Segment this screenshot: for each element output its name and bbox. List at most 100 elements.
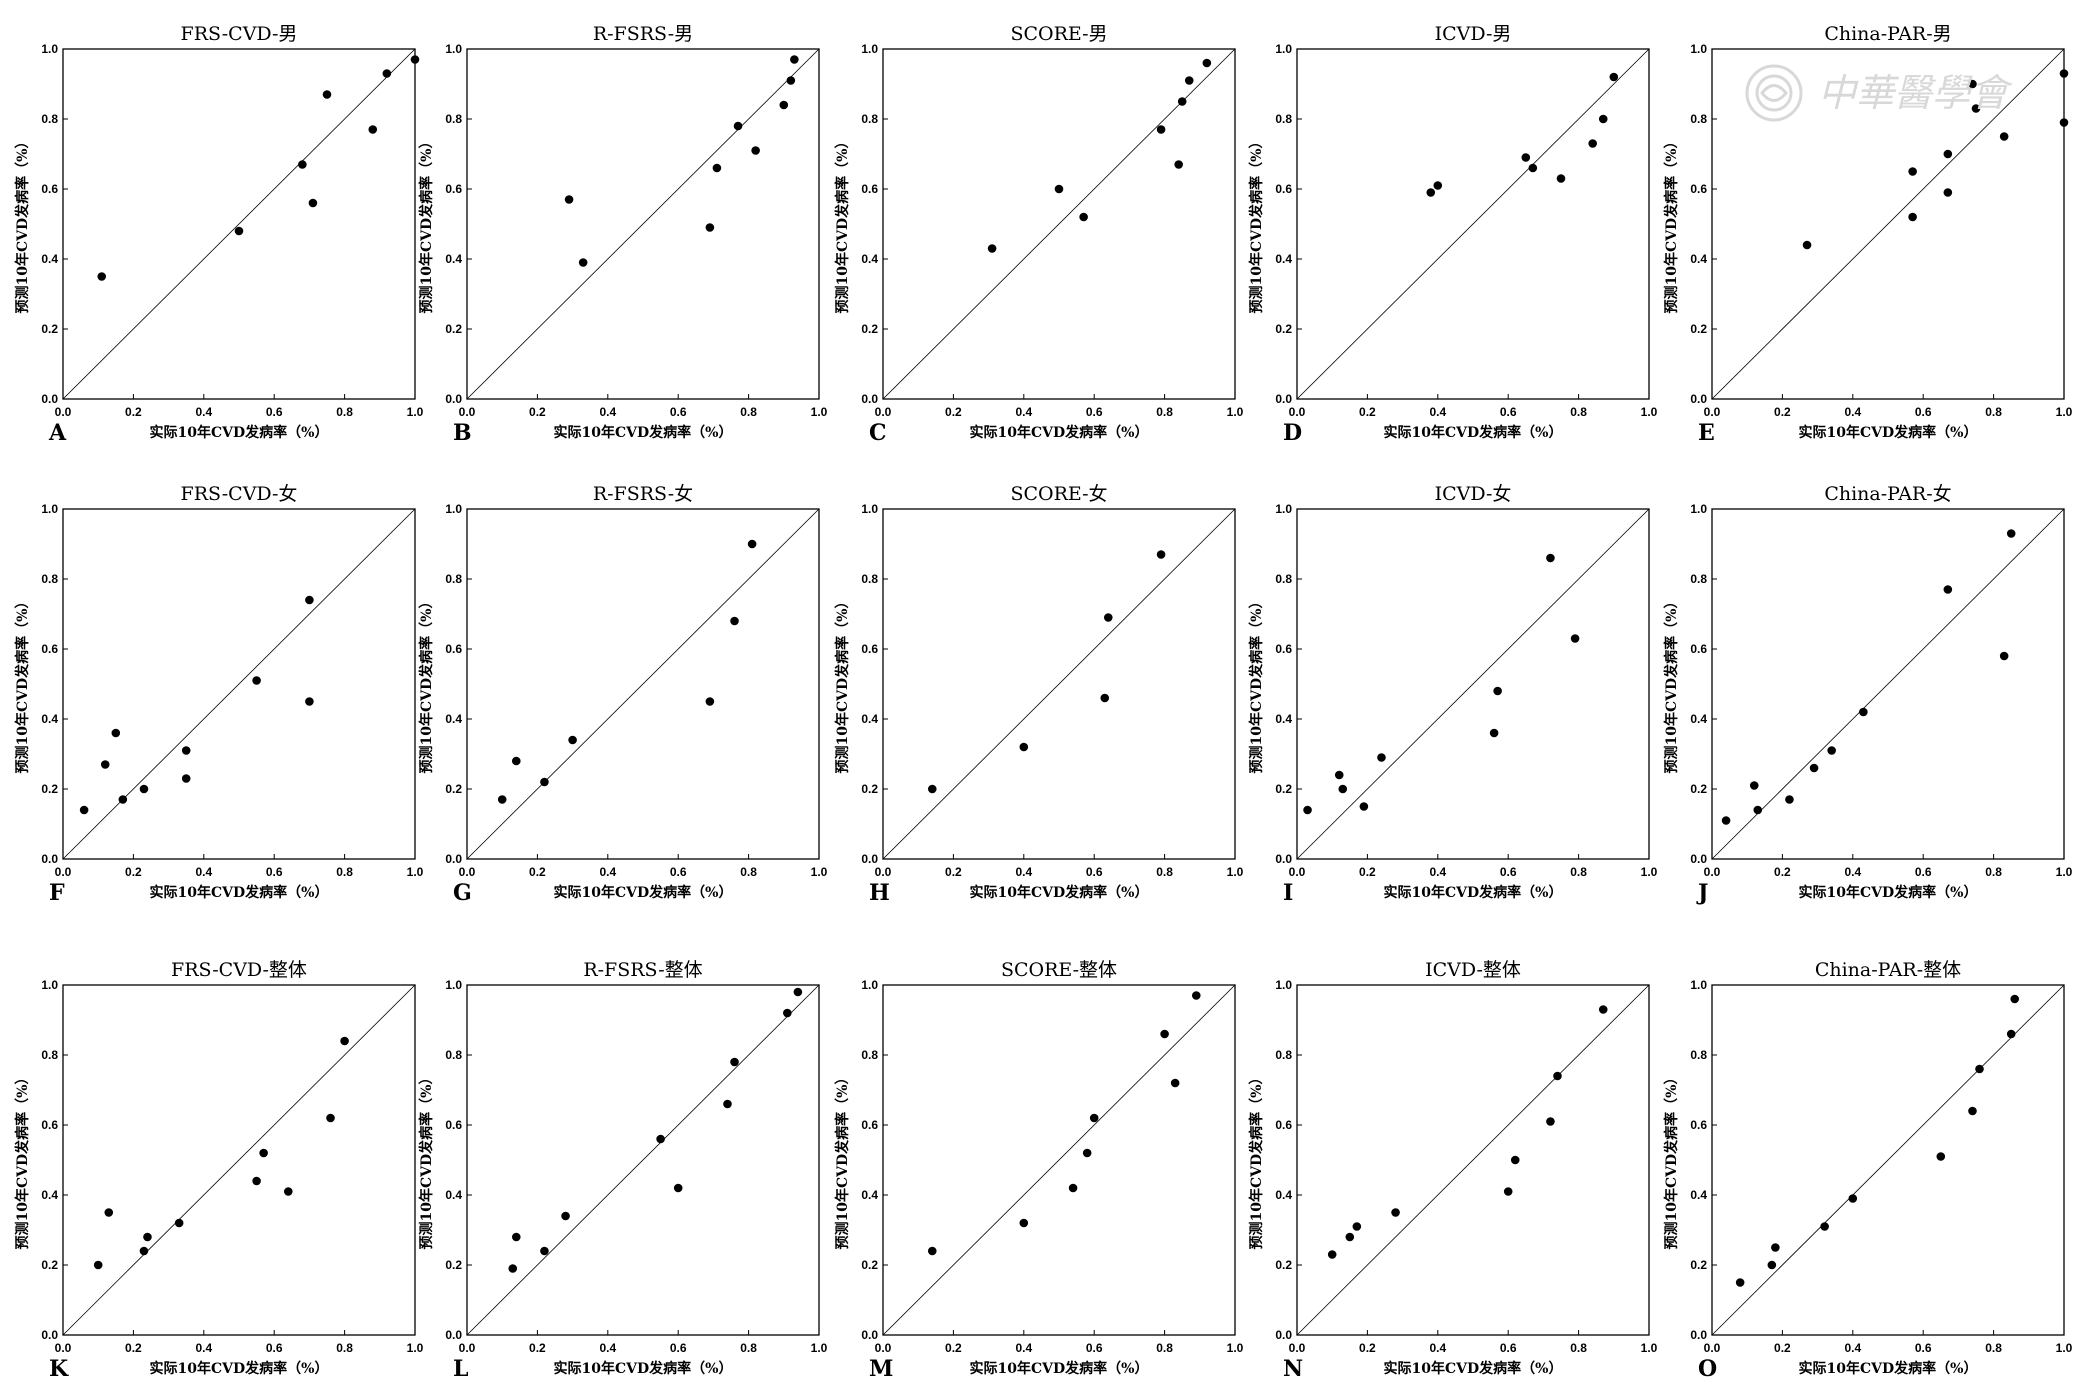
x-tick-label: 1.0	[407, 865, 424, 879]
data-point	[1068, 1183, 1078, 1193]
y-tick-label: 0.0	[445, 392, 462, 406]
x-tick-label: 0.4	[1844, 405, 1861, 419]
x-tick-label: 0.8	[1156, 865, 1173, 879]
panel-letter: M	[869, 1356, 893, 1382]
panel-letter: A	[48, 420, 67, 446]
data-point	[779, 100, 789, 110]
y-tick-label: 0.2	[1690, 322, 1707, 336]
panel-title: ICVD-整体	[1425, 959, 1521, 981]
y-tick-label: 0.4	[1275, 712, 1292, 726]
watermark-logo: 中華醫學會	[1745, 64, 2013, 122]
x-tick-label: 0.2	[945, 865, 962, 879]
y-tick-label: 0.8	[445, 112, 462, 126]
x-tick-label: 0.0	[55, 405, 72, 419]
panel-title: China-PAR-男	[1824, 23, 1951, 45]
data-point	[1433, 181, 1443, 190]
y-tick-label: 0.6	[1275, 642, 1292, 656]
panel-e: 0.0 0.2 0.4 0.6 0.8 1.0 0.0 0.2 0.4 0.6 0.8 1.0 Chin…	[1663, 23, 2073, 446]
data-point	[1426, 188, 1436, 197]
data-point	[252, 676, 261, 685]
x-tick-label: 1.0	[1641, 405, 1658, 419]
x-axis-label: 实际10年CVD发病率（%）	[970, 424, 1149, 441]
panel-letter: I	[1283, 880, 1293, 906]
data-point	[1968, 1106, 1977, 1116]
data-point	[1528, 163, 1538, 173]
y-tick-label: 0.4	[861, 712, 878, 726]
y-tick-label: 0.2	[1690, 782, 1707, 796]
y-axis-label: 预测10年CVD发病率（%）	[418, 595, 435, 774]
x-tick-label: 0.2	[1774, 1341, 1791, 1355]
x-tick-label: 0.0	[459, 405, 476, 419]
data-point	[656, 1134, 665, 1144]
x-tick-label: 0.2	[1774, 405, 1791, 419]
reference-diagonal-line	[1711, 48, 2065, 400]
data-point	[1753, 805, 1763, 815]
data-point	[497, 795, 507, 804]
x-tick-label: 0.8	[1985, 405, 2002, 419]
reference-diagonal-line	[466, 984, 820, 1336]
x-tick-label: 0.6	[1086, 865, 1103, 879]
data-point	[1170, 1078, 1180, 1088]
data-point	[1735, 1278, 1745, 1287]
x-tick-label: 0.2	[529, 865, 546, 879]
x-tick-label: 0.0	[1289, 865, 1306, 879]
plot-frame	[466, 48, 820, 400]
data-point	[1503, 1187, 1513, 1196]
reference-diagonal-line	[62, 48, 416, 400]
x-tick-label: 1.0	[2056, 1341, 2073, 1355]
x-tick-label: 0.8	[1985, 865, 2002, 879]
data-point	[1352, 1222, 1362, 1231]
panel-letter: O	[1698, 1356, 1717, 1382]
data-point	[1391, 1208, 1400, 1217]
reference-diagonal-line	[62, 508, 416, 860]
data-point	[1184, 76, 1194, 85]
y-tick-label: 0.8	[1275, 572, 1292, 586]
y-tick-label: 0.6	[1690, 642, 1707, 656]
data-point	[561, 1211, 570, 1221]
data-point	[1334, 770, 1344, 780]
reference-diagonal-line	[466, 48, 820, 400]
y-tick-label: 0.8	[41, 112, 58, 126]
y-tick-label: 0.8	[445, 572, 462, 586]
x-tick-label: 0.4	[1844, 1341, 1861, 1355]
y-tick-label: 0.2	[1275, 1258, 1292, 1272]
data-point	[793, 987, 803, 997]
y-tick-label: 0.0	[41, 1328, 58, 1342]
plot-frame	[1711, 48, 2065, 400]
data-point	[1767, 1260, 1777, 1270]
y-tick-label: 0.2	[445, 322, 462, 336]
y-tick-label: 0.8	[1690, 572, 1707, 586]
y-tick-label: 0.4	[445, 252, 462, 266]
y-axis-label: 预测10年CVD发病率（%）	[834, 595, 851, 774]
reference-diagonal-line	[882, 508, 1236, 860]
panel-letter: B	[453, 420, 472, 446]
data-point	[1100, 693, 1110, 703]
panel-title: SCORE-女	[1010, 483, 1107, 505]
panel-title: R-FSRS-女	[593, 483, 693, 505]
data-point	[705, 697, 715, 706]
x-axis-label: 实际10年CVD发病率（%）	[1384, 424, 1563, 441]
data-point	[1553, 1071, 1562, 1081]
panel-h: 0.0 0.2 0.4 0.6 0.8 1.0 0.0 0.2 0.4 0.6 0.8 1.0 SCOR…	[834, 483, 1244, 906]
panel-title: ICVD-男	[1435, 23, 1512, 45]
x-tick-label: 1.0	[1641, 1341, 1658, 1355]
y-axis-label: 预测10年CVD发病率（%）	[14, 1071, 31, 1250]
y-tick-label: 0.0	[445, 1328, 462, 1342]
data-point	[511, 1232, 521, 1242]
y-tick-label: 0.6	[861, 182, 878, 196]
x-tick-label: 0.0	[1704, 865, 1721, 879]
data-point	[1908, 212, 1917, 222]
x-tick-label: 0.6	[1500, 1341, 1517, 1355]
data-point	[927, 1246, 937, 1256]
data-point	[1943, 585, 1953, 594]
data-point	[1156, 550, 1166, 559]
x-tick-label: 0.0	[1704, 1341, 1721, 1355]
data-point	[1820, 1222, 1829, 1231]
data-point	[705, 223, 715, 232]
x-tick-label: 0.6	[1500, 865, 1517, 879]
x-tick-label: 0.8	[1156, 405, 1173, 419]
y-tick-label: 0.0	[1275, 1328, 1292, 1342]
plot-frame	[882, 48, 1236, 400]
data-point	[305, 595, 314, 605]
panel-title: China-PAR-女	[1824, 483, 1951, 505]
